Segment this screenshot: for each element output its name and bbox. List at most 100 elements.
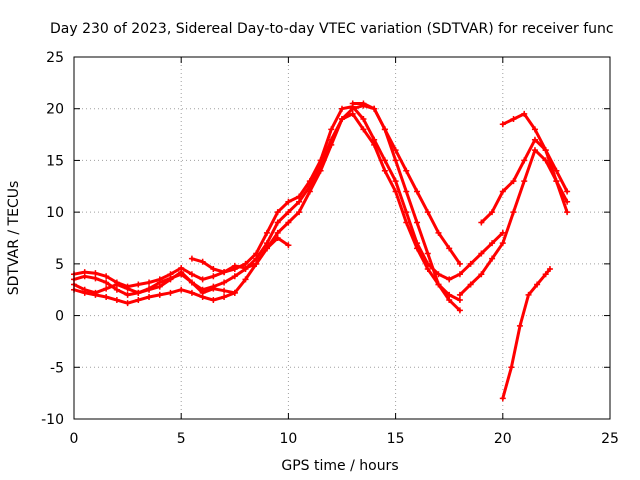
series-trace-5	[188, 235, 292, 276]
data-point	[424, 209, 431, 216]
x-tick-label: 5	[177, 431, 186, 447]
series-line	[501, 267, 552, 400]
data-point	[188, 279, 195, 286]
series-trace-10	[499, 266, 553, 402]
data-point	[360, 100, 367, 107]
data-point	[274, 229, 281, 236]
data-point	[221, 287, 228, 294]
data-point	[521, 110, 528, 117]
series-line	[190, 236, 290, 274]
data-point	[285, 219, 292, 226]
data-point	[392, 188, 399, 195]
data-point	[456, 297, 463, 304]
data-point	[534, 281, 541, 288]
data-point	[231, 262, 238, 269]
data-point	[113, 281, 120, 288]
x-tick-label: 20	[494, 431, 512, 447]
data-point	[478, 250, 485, 257]
data-point	[231, 289, 238, 296]
data-point	[113, 297, 120, 304]
series-line	[72, 272, 237, 295]
data-point	[124, 285, 131, 292]
data-point	[564, 209, 571, 216]
data-point	[210, 273, 217, 280]
y-tick-label: -5	[50, 360, 64, 376]
data-point	[92, 289, 99, 296]
data-point	[478, 219, 485, 226]
data-point	[274, 219, 281, 226]
data-point	[446, 276, 453, 283]
data-point	[199, 276, 206, 283]
data-point	[381, 126, 388, 133]
data-point	[188, 255, 195, 262]
data-point	[435, 281, 442, 288]
data-point	[478, 271, 485, 278]
data-point	[167, 289, 174, 296]
y-tick-label: 5	[55, 257, 64, 273]
data-point	[124, 291, 131, 298]
data-point	[435, 229, 442, 236]
data-point	[531, 136, 538, 143]
data-point	[146, 285, 153, 292]
data-point	[525, 291, 532, 298]
data-point	[564, 188, 571, 195]
data-point	[414, 188, 421, 195]
data-point	[546, 266, 553, 273]
data-point	[328, 141, 335, 148]
x-axis-label: GPS time / hours	[281, 458, 398, 474]
data-point	[242, 276, 249, 283]
data-point	[467, 281, 474, 288]
data-point	[489, 240, 496, 247]
data-point	[349, 105, 356, 112]
data-point	[156, 291, 163, 298]
data-point	[467, 260, 474, 267]
data-point	[489, 209, 496, 216]
data-point	[392, 178, 399, 185]
data-point	[221, 279, 228, 286]
data-point	[456, 291, 463, 298]
data-point	[499, 395, 506, 402]
series-line	[72, 112, 462, 302]
data-point	[456, 260, 463, 267]
data-point	[360, 116, 367, 123]
data-point	[113, 286, 120, 293]
data-point	[446, 245, 453, 252]
data-point	[221, 293, 228, 300]
data-point	[446, 297, 453, 304]
data-point	[403, 209, 410, 216]
data-point	[328, 126, 335, 133]
data-point	[285, 242, 292, 249]
data-point	[285, 209, 292, 216]
chart-title: Day 230 of 2023, Sidereal Day-to-day VTE…	[50, 21, 614, 37]
data-point	[499, 121, 506, 128]
data-point	[103, 279, 110, 286]
data-point	[199, 258, 206, 265]
data-point	[317, 167, 324, 174]
data-point	[178, 271, 185, 278]
data-point	[242, 264, 249, 271]
data-point	[508, 364, 515, 371]
data-point	[92, 270, 99, 277]
data-point	[263, 245, 270, 252]
data-point	[81, 286, 88, 293]
data-point	[263, 229, 270, 236]
data-point	[403, 188, 410, 195]
data-point	[516, 322, 523, 329]
data-point	[381, 157, 388, 164]
data-point	[510, 209, 517, 216]
data-point	[135, 281, 142, 288]
data-point	[349, 110, 356, 117]
data-point	[188, 289, 195, 296]
data-point	[553, 178, 560, 185]
data-point	[210, 266, 217, 273]
data-point	[339, 105, 345, 112]
data-point	[285, 198, 292, 205]
data-point	[103, 293, 110, 300]
x-tick-label: 25	[601, 431, 619, 447]
data-point	[135, 297, 142, 304]
data-point	[531, 147, 538, 154]
data-point	[188, 271, 195, 278]
data-point	[92, 275, 99, 282]
data-point	[510, 116, 517, 123]
